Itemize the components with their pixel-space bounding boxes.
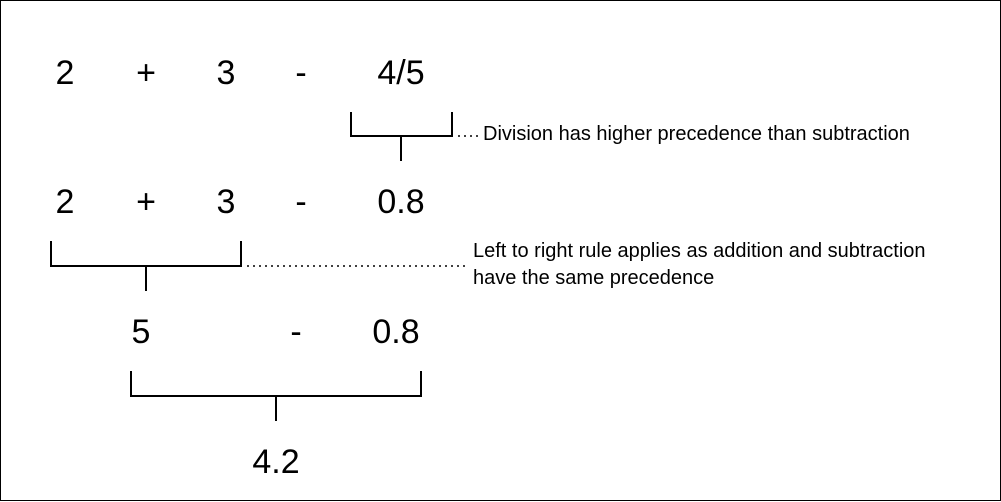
- final-result: 4.2: [252, 443, 300, 481]
- step3-decimal: 0.8: [372, 313, 420, 351]
- step1-operand-2: 2: [55, 54, 75, 92]
- step2-plus: +: [136, 183, 156, 221]
- bracket-addition: [50, 241, 242, 291]
- step1-operand-3: 3: [216, 54, 236, 92]
- division-note: Division has higher precedence than subt…: [483, 123, 910, 145]
- left-to-right-note-line1: Left to right rule applies as addition a…: [473, 240, 926, 262]
- step1-minus: -: [295, 54, 307, 92]
- step2-decimal: 0.8: [377, 183, 425, 221]
- bracket-subtraction: [130, 371, 422, 421]
- step2-operand-3: 3: [216, 183, 236, 221]
- bracket-division: [350, 112, 453, 161]
- step2-minus: -: [295, 183, 307, 221]
- step3-operand-5: 5: [131, 313, 151, 351]
- step1-plus: +: [136, 54, 156, 92]
- step1-fraction: 4/5: [377, 54, 425, 92]
- step3-minus: -: [290, 313, 302, 351]
- step2-operand-2: 2: [55, 183, 75, 221]
- left-to-right-note-line2: have the same precedence: [473, 267, 715, 289]
